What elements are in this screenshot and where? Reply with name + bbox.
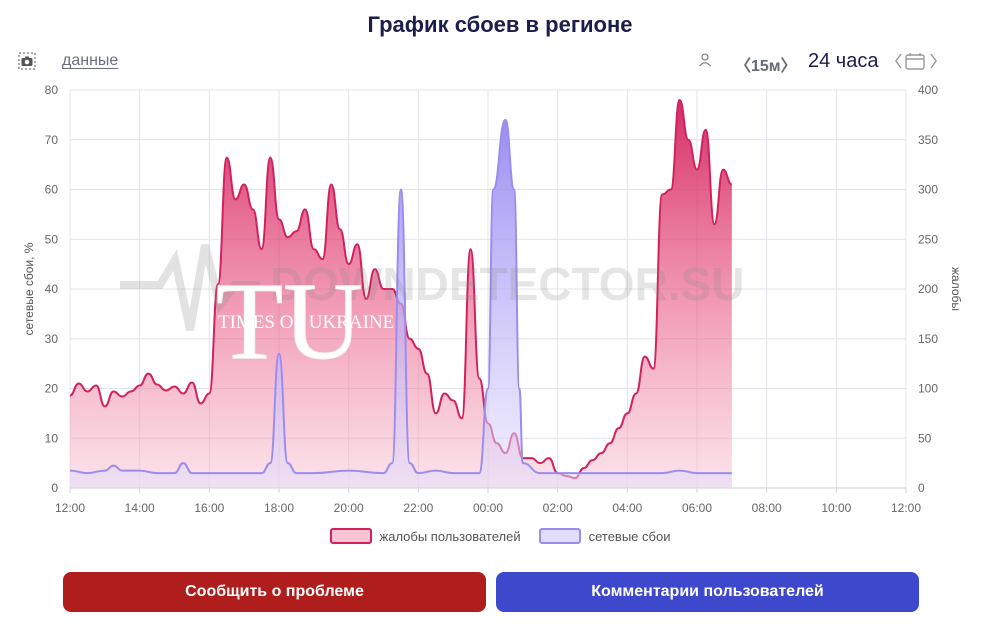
legend-swatch-outages (538, 528, 581, 544)
x-tick-label: 12:00 (55, 501, 85, 515)
y-right-tick-label: 100 (918, 382, 938, 396)
calendar-navigation[interactable] (894, 51, 940, 71)
x-tick-label: 02:00 (543, 501, 573, 515)
y-right-tick-label: 150 (918, 332, 938, 346)
x-tick-label: 08:00 (752, 501, 782, 515)
y-left-tick-label: 50 (45, 232, 59, 246)
y-right-tick-label: 50 (918, 431, 932, 445)
x-tick-label: 16:00 (194, 501, 224, 515)
legend-outages[interactable]: сетевые сбои (538, 528, 671, 544)
x-tick-label: 10:00 (821, 501, 851, 515)
legend-label-outages: сетевые сбои (588, 528, 671, 544)
x-tick-label: 06:00 (682, 501, 712, 515)
x-tick-label: 12:00 (891, 501, 921, 515)
user-icon[interactable] (697, 52, 713, 68)
y-right-tick-label: 200 (918, 282, 938, 296)
chart-axes: 0 10 20 30 40 50 60 70 80 0 50 100 150 200 250 300 350 40… (22, 83, 963, 515)
outage-chart: 0 10 20 30 40 50 60 70 80 0 50 100 150 200 250 300 350 40… (22, 83, 963, 515)
calendar-icon (905, 53, 925, 70)
interval-selector[interactable]: 〈15м〉 (735, 58, 797, 75)
x-tick-label: 20:00 (334, 501, 364, 515)
screenshot-icon[interactable] (18, 52, 36, 70)
chart-legend: жалобы пользователей сетевые сбои (0, 528, 1000, 544)
user-comments-button[interactable]: Комментарии пользователей (496, 572, 919, 612)
chart-areas (69, 98, 733, 488)
y-left-tick-label: 60 (45, 183, 59, 197)
chart-title: График сбоев в регионе (367, 12, 633, 37)
y-left-axis-title: сетевые сбои, % (22, 242, 36, 335)
y-left-tick-label: 70 (45, 133, 59, 147)
x-tick-label: 04:00 (612, 501, 642, 515)
chevron-right-icon (930, 53, 937, 69)
x-tick-label: 22:00 (403, 501, 433, 515)
y-right-axis-title: жалобы (949, 267, 963, 311)
y-left-tick-label: 0 (51, 481, 58, 495)
data-link[interactable]: данные (62, 52, 119, 69)
x-tick-label: 00:00 (473, 501, 503, 515)
y-right-tick-label: 0 (918, 481, 925, 495)
series-area-complaints (70, 99, 732, 488)
y-right-tick-label: 400 (918, 83, 938, 97)
period-label: 24 часа (808, 50, 879, 72)
y-left-tick-label: 10 (45, 431, 59, 445)
y-left-tick-label: 20 (45, 382, 59, 396)
y-left-tick-label: 80 (45, 83, 59, 97)
y-right-tick-label: 350 (918, 133, 938, 147)
x-tick-label: 14:00 (125, 501, 155, 515)
y-left-tick-label: 40 (45, 282, 59, 296)
y-right-tick-label: 250 (918, 232, 938, 246)
y-right-tick-label: 300 (918, 183, 938, 197)
series-area-outages (70, 119, 732, 488)
legend-label-complaints: жалобы пользователей (379, 528, 521, 544)
legend-complaints[interactable]: жалобы пользователей (329, 528, 521, 544)
chevron-left-icon (895, 53, 902, 69)
x-tick-label: 18:00 (264, 501, 294, 515)
y-left-tick-label: 30 (45, 332, 59, 346)
legend-swatch-complaints (329, 528, 372, 544)
report-problem-button[interactable]: Сообщить о проблеме (63, 572, 486, 612)
series-line-outages (69, 118, 732, 475)
